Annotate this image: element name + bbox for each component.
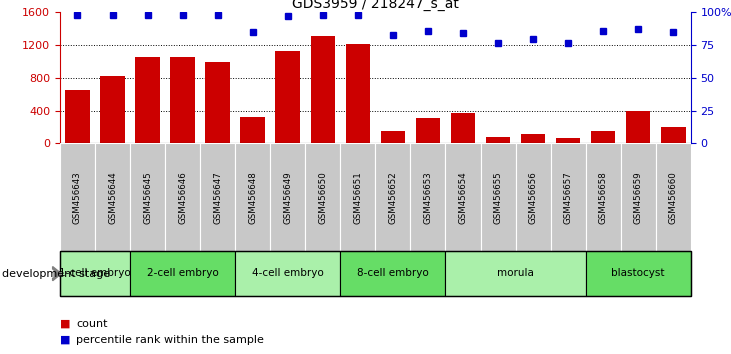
Text: GSM456649: GSM456649 xyxy=(283,171,292,224)
Bar xyxy=(346,44,370,143)
Text: 8-cell embryo: 8-cell embryo xyxy=(357,268,429,279)
Text: GSM456659: GSM456659 xyxy=(634,171,643,224)
Bar xyxy=(135,57,160,143)
Bar xyxy=(240,117,265,143)
Bar xyxy=(375,143,410,251)
Bar xyxy=(626,112,651,143)
Bar xyxy=(591,131,616,143)
Text: GSM456654: GSM456654 xyxy=(458,171,468,224)
Bar xyxy=(60,251,130,296)
Bar xyxy=(515,143,550,251)
Bar xyxy=(586,251,691,296)
Text: GSM456648: GSM456648 xyxy=(249,171,257,224)
Text: GSM456645: GSM456645 xyxy=(143,171,152,224)
Bar xyxy=(100,76,125,143)
Bar xyxy=(270,143,306,251)
Text: ■: ■ xyxy=(60,335,70,345)
Bar xyxy=(550,143,586,251)
Text: 4-cell embryo: 4-cell embryo xyxy=(252,268,324,279)
Text: GSM456656: GSM456656 xyxy=(529,171,537,224)
Text: GSM456660: GSM456660 xyxy=(669,171,678,224)
Bar xyxy=(381,131,405,143)
Bar xyxy=(656,143,691,251)
Text: development stage: development stage xyxy=(2,269,110,279)
Text: GSM456644: GSM456644 xyxy=(108,171,117,224)
Text: GSM456647: GSM456647 xyxy=(213,171,222,224)
Bar xyxy=(165,143,200,251)
Bar xyxy=(60,143,95,251)
Bar xyxy=(341,251,445,296)
Bar xyxy=(276,51,300,143)
Text: blastocyst: blastocyst xyxy=(611,268,665,279)
Bar xyxy=(170,57,195,143)
Text: GSM456651: GSM456651 xyxy=(353,171,363,224)
Text: ■: ■ xyxy=(60,319,70,329)
Title: GDS3959 / 218247_s_at: GDS3959 / 218247_s_at xyxy=(292,0,459,11)
Bar xyxy=(480,143,515,251)
Bar xyxy=(661,127,686,143)
Bar xyxy=(341,143,375,251)
Bar xyxy=(556,138,580,143)
Bar xyxy=(235,251,341,296)
Bar xyxy=(486,137,510,143)
Bar xyxy=(451,113,475,143)
Bar xyxy=(311,36,335,143)
Text: count: count xyxy=(76,319,107,329)
Bar xyxy=(205,62,230,143)
Text: GSM456653: GSM456653 xyxy=(423,171,433,224)
Bar xyxy=(445,251,586,296)
Text: GSM456657: GSM456657 xyxy=(564,171,572,224)
Bar xyxy=(65,90,90,143)
Text: GSM456658: GSM456658 xyxy=(599,171,607,224)
Text: 1-cell embryo: 1-cell embryo xyxy=(59,268,131,279)
Bar xyxy=(130,251,235,296)
Bar xyxy=(416,118,440,143)
Text: GSM456643: GSM456643 xyxy=(73,171,82,224)
Bar xyxy=(621,143,656,251)
Bar xyxy=(306,143,341,251)
Text: 2-cell embryo: 2-cell embryo xyxy=(147,268,219,279)
Bar xyxy=(586,143,621,251)
Bar xyxy=(520,133,545,143)
Text: GSM456652: GSM456652 xyxy=(388,171,398,224)
FancyArrow shape xyxy=(53,267,61,281)
Bar xyxy=(200,143,235,251)
Text: percentile rank within the sample: percentile rank within the sample xyxy=(76,335,264,345)
Bar xyxy=(235,143,270,251)
Text: morula: morula xyxy=(497,268,534,279)
Bar xyxy=(95,143,130,251)
Bar xyxy=(445,143,480,251)
Bar xyxy=(410,143,445,251)
Text: GSM456655: GSM456655 xyxy=(493,171,502,224)
Bar xyxy=(130,143,165,251)
Text: GSM456650: GSM456650 xyxy=(318,171,327,224)
Text: GSM456646: GSM456646 xyxy=(178,171,187,224)
